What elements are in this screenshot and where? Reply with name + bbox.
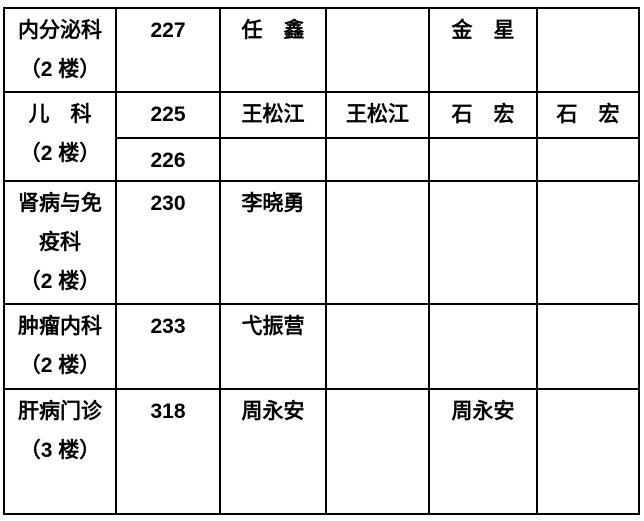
dept-cell: 肿瘤内科 （2 楼） — [3, 303, 117, 390]
clinic-schedule-table: 内分泌科 （2 楼） 227 任 鑫 金 星 儿 科 （2 楼） — [3, 7, 640, 515]
table-row: 肝病门诊 （3 楼） 318 周永安 周永安 — [3, 388, 640, 515]
doctor-cell: 石 宏 — [536, 91, 640, 139]
doctor-cell: 任 鑫 — [219, 7, 327, 93]
room-number: 225 — [150, 103, 186, 126]
doctor-name: 李晓勇 — [241, 192, 305, 215]
room-cell: 227 — [115, 7, 221, 93]
dept-name: 儿 科 — [28, 103, 92, 126]
empty-cell — [428, 180, 538, 305]
doctor-name: 王松江 — [346, 103, 409, 126]
room-cell: 318 — [115, 388, 221, 515]
empty-cell — [428, 137, 538, 182]
empty-cell — [536, 7, 640, 93]
doctor-cell: 王松江 — [219, 91, 327, 139]
empty-cell — [536, 388, 640, 515]
dept-cell: 内分泌科 （2 楼） — [3, 7, 117, 93]
dept-name: 疫科 — [39, 231, 81, 254]
schedule-table-container: 内分泌科 （2 楼） 227 任 鑫 金 星 儿 科 （2 楼） — [3, 7, 640, 515]
doctor-cell: 周永安 — [428, 388, 538, 515]
empty-cell — [325, 137, 430, 182]
room-number: 227 — [150, 19, 186, 42]
table-row: 肿瘤内科 （2 楼） 233 弋振营 — [3, 303, 640, 390]
dept-floor: （2 楼） — [19, 354, 101, 377]
empty-cell — [325, 180, 430, 305]
table-row: 儿 科 （2 楼） 225 王松江 王松江 石 宏 石 宏 — [3, 91, 640, 182]
dept-cell: 肾病与免 疫科 （2 楼） — [3, 180, 117, 305]
dept-cell: 肝病门诊 （3 楼） — [3, 388, 117, 515]
doctor-name: 任 鑫 — [241, 19, 305, 42]
doctor-name: 周永安 — [241, 400, 305, 423]
doctor-cell: 李晓勇 — [219, 180, 327, 305]
dept-floor: （2 楼） — [19, 270, 101, 293]
dept-name: 内分泌科 — [18, 19, 102, 42]
dept-name: 肝病门诊 — [18, 400, 102, 423]
room-number: 233 — [150, 315, 186, 338]
empty-cell — [325, 388, 430, 515]
room-number: 230 — [150, 192, 186, 215]
empty-cell — [536, 137, 640, 182]
empty-cell — [325, 7, 430, 93]
doctor-cell: 石 宏 — [428, 91, 538, 139]
doctor-name: 石 宏 — [451, 103, 515, 126]
room-number: 226 — [150, 149, 186, 172]
doctor-cell: 金 星 — [428, 7, 538, 93]
dept-floor: （2 楼） — [19, 142, 101, 165]
empty-cell — [219, 137, 327, 182]
room-cell: 226 — [115, 137, 221, 182]
dept-floor: （2 楼） — [19, 58, 101, 81]
empty-cell — [428, 303, 538, 390]
room-cell: 230 — [115, 180, 221, 305]
dept-name: 肾病与免 — [18, 192, 102, 215]
doctor-cell: 王松江 — [325, 91, 430, 139]
doctor-name: 王松江 — [241, 103, 305, 126]
room-cell: 233 — [115, 303, 221, 390]
table-row: 肾病与免 疫科 （2 楼） 230 李晓勇 — [3, 180, 640, 305]
doctor-cell: 周永安 — [219, 388, 327, 515]
doctor-name: 周永安 — [451, 400, 515, 423]
empty-cell — [536, 303, 640, 390]
empty-cell — [325, 303, 430, 390]
doctor-name: 金 星 — [451, 19, 515, 42]
room-number: 318 — [150, 400, 186, 423]
table-row: 226 — [4, 137, 640, 182]
doctor-cell: 弋振营 — [219, 303, 327, 390]
table-row: 内分泌科 （2 楼） 227 任 鑫 金 星 — [3, 7, 640, 93]
doctor-name: 石 宏 — [556, 103, 620, 126]
doctor-name: 弋振营 — [241, 315, 305, 338]
empty-cell — [536, 180, 640, 305]
dept-floor: （3 楼） — [19, 439, 101, 462]
dept-cell: 儿 科 （2 楼） — [3, 91, 117, 182]
dept-name: 肿瘤内科 — [18, 315, 102, 338]
room-cell: 225 — [115, 91, 221, 139]
